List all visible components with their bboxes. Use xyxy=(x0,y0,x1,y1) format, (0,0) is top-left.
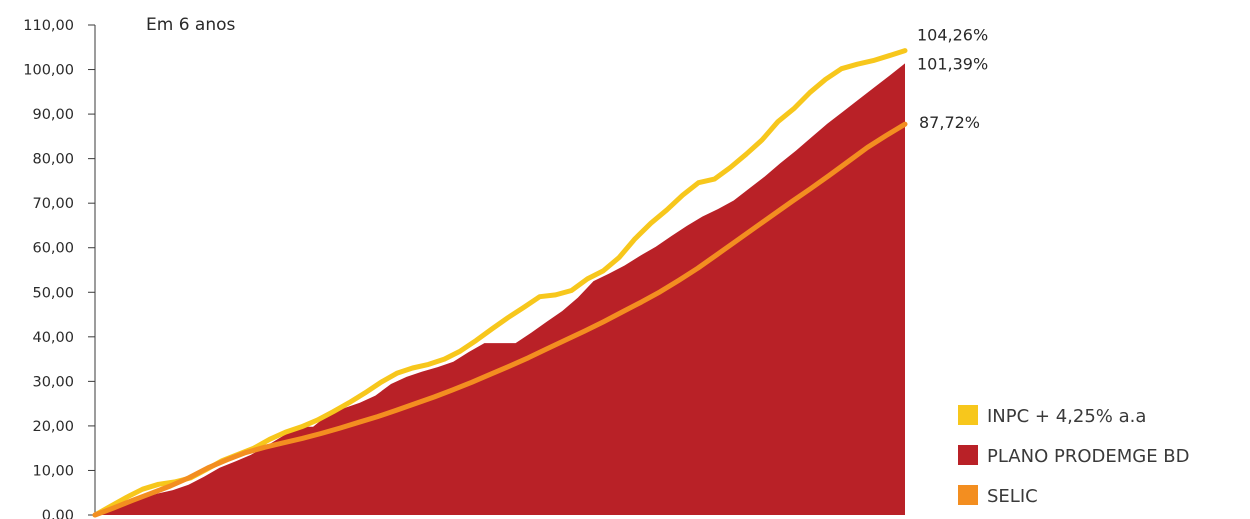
y-tick-label: 30,00 xyxy=(32,374,74,390)
end-label-selic: 87,72% xyxy=(919,113,980,132)
legend-swatch-selic xyxy=(958,485,978,505)
end-label-plano-prodemge-bd: 101,39% xyxy=(917,54,988,73)
y-tick-label: 110,00 xyxy=(23,18,74,34)
series-area-plano-prodemge-bd xyxy=(95,63,905,516)
plot-area xyxy=(92,48,908,518)
y-tick-label: 100,00 xyxy=(23,63,74,79)
end-label-inpc-4-25-a-a: 104,26% xyxy=(917,26,988,45)
y-tick-label: 0,00 xyxy=(42,508,74,519)
y-axis: 0,00 10,00 20,00 30,00 40,00 50,00 60,00 70,00 8… xyxy=(23,18,96,519)
y-tick-label: 70,00 xyxy=(32,196,74,212)
chart-title: Em 6 anos xyxy=(146,15,236,35)
y-tick-label: 90,00 xyxy=(32,107,74,123)
legend-swatch-inpc-4-25-a-a xyxy=(958,405,978,425)
end-labels: 101,39% 104,26% 87,72% xyxy=(917,26,988,133)
y-tick-label: 80,00 xyxy=(32,152,74,168)
legend-swatch-plano-prodemge-bd xyxy=(958,445,978,465)
y-tick-label: 60,00 xyxy=(32,241,74,257)
legend: INPC + 4,25% a.a PLANO PRODEMGE BD SELIC xyxy=(958,405,1190,507)
y-tick-label: 50,00 xyxy=(32,285,74,301)
y-tick-label: 20,00 xyxy=(32,419,74,435)
legend-label-inpc-4-25-a-a: INPC + 4,25% a.a xyxy=(987,406,1146,427)
legend-label-selic: SELIC xyxy=(987,486,1038,507)
y-tick-label: 40,00 xyxy=(32,330,74,346)
y-tick-label: 10,00 xyxy=(32,463,74,479)
legend-label-plano-prodemge-bd: PLANO PRODEMGE BD xyxy=(987,446,1190,467)
series-line-selic xyxy=(92,121,908,518)
